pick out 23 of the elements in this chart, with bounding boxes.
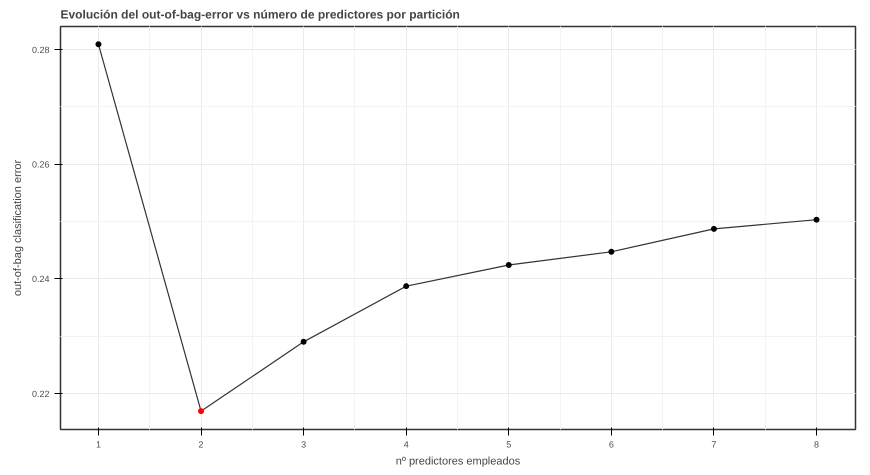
x-tick-label: 2 bbox=[198, 440, 204, 450]
y-tick-label: 0.26 bbox=[32, 160, 50, 170]
x-tick-label: 4 bbox=[404, 440, 409, 450]
x-tick-label: 5 bbox=[506, 440, 512, 450]
x-tick-label: 7 bbox=[711, 440, 716, 450]
y-tick-label: 0.28 bbox=[32, 44, 50, 55]
point bbox=[95, 41, 102, 48]
chart-title: Evolución del out-of-bag-error vs número de predictores por partición bbox=[60, 8, 460, 22]
x-tick-label: 8 bbox=[814, 440, 820, 450]
x-tick-label: 1 bbox=[96, 440, 101, 450]
y-tick-label: 0.24 bbox=[32, 274, 50, 284]
point bbox=[506, 262, 512, 268]
point bbox=[814, 216, 820, 223]
x-tick-label: 3 bbox=[301, 440, 306, 450]
point bbox=[300, 338, 307, 345]
x-axis-title: nº predictores empleados bbox=[396, 456, 521, 468]
point bbox=[403, 283, 410, 290]
point bbox=[608, 248, 614, 255]
y-axis-title: out-of-bag clasification error bbox=[12, 159, 24, 296]
x-tick-label: 6 bbox=[608, 440, 614, 450]
y-tick-label: 0.22 bbox=[32, 388, 50, 399]
point bbox=[710, 226, 717, 232]
point bbox=[198, 408, 204, 414]
